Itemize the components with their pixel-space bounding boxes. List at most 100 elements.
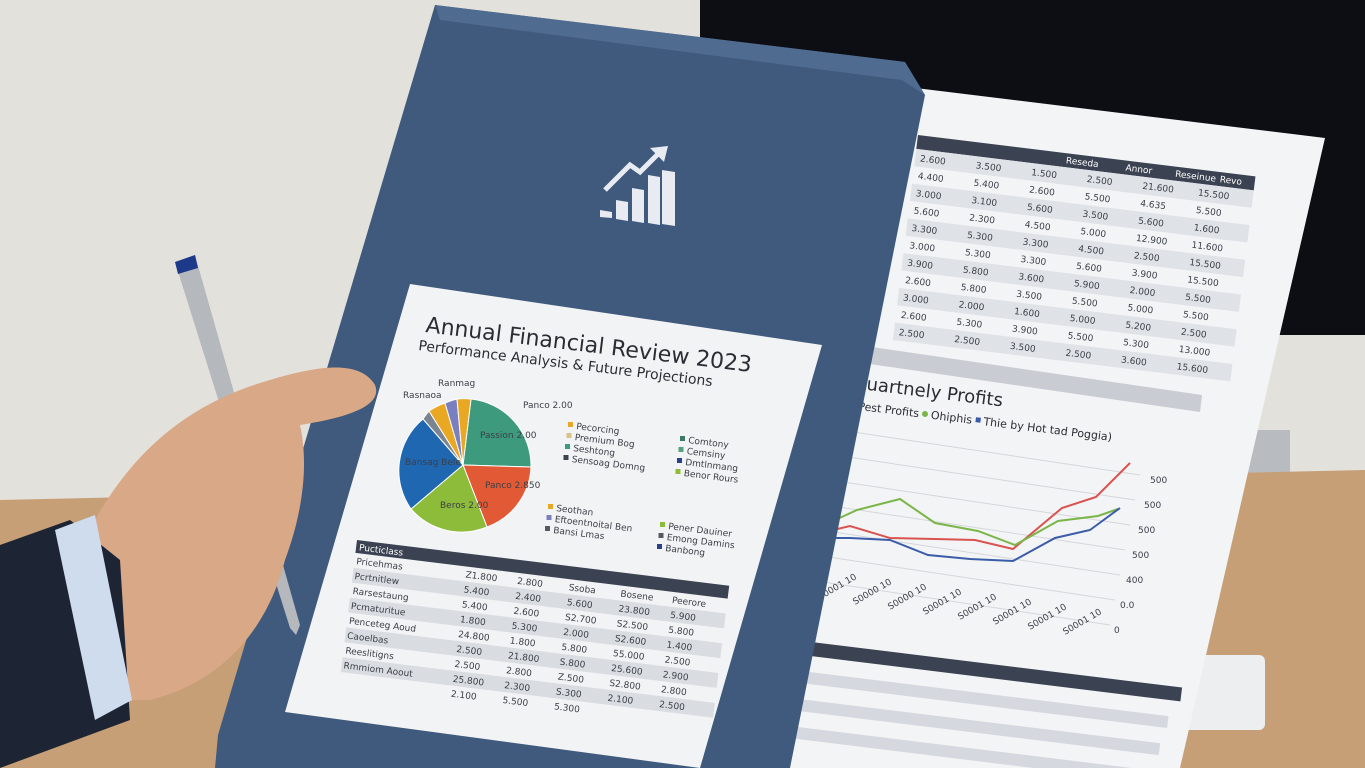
y-axis-ticks: 500 500 500 500 400 0.0 0 [1114, 476, 1167, 636]
table-cell: S.300 [555, 687, 582, 700]
legend-swatch [546, 515, 552, 520]
pie-slice-blue [398, 418, 464, 510]
header-cell: Revo [1219, 175, 1243, 188]
table-cell: 2.900 [662, 670, 689, 683]
table-cell: 3.000 [909, 241, 936, 254]
table-header-bar [793, 640, 1183, 702]
table-cell: 2.000 [563, 628, 590, 641]
table-cell: 2.800 [660, 685, 687, 698]
pie-labels: Ranmag Rasnaoa Panco 2.00 Passion 2.00 B… [403, 379, 573, 511]
table-cell: 2.000 [1129, 286, 1156, 299]
report-page [760, 80, 1325, 768]
table-cell: 5.000 [1127, 303, 1154, 316]
table-cell: 5.400 [973, 179, 1000, 192]
table-cell: 5.800 [561, 643, 588, 656]
table-cell: 5.600 [566, 598, 593, 611]
legend-marker [975, 417, 981, 423]
table-cell: 3.000 [915, 189, 942, 202]
legend-marker [922, 410, 929, 417]
table-header-bar [355, 540, 730, 599]
table-cell: 2.800 [506, 666, 533, 679]
table-row-bg [905, 218, 1246, 278]
table-cell: 2.600 [919, 154, 946, 167]
table-cell: 25.600 [611, 664, 644, 678]
table-cell: 2.500 [456, 645, 483, 658]
y-tick-label: 500 [1132, 551, 1149, 561]
table-cell: 2.300 [504, 681, 531, 694]
table-cell: 2.500 [659, 700, 686, 713]
table-cell: 12.900 [1135, 234, 1168, 248]
table-cell: 15.500 [1187, 275, 1220, 289]
table-cell: 3.000 [902, 293, 929, 306]
table-cell: 5.000 [1069, 314, 1096, 327]
hand [0, 367, 377, 768]
pie-label: Beros 2.00 [440, 501, 489, 511]
table-cell: 5.600 [1076, 262, 1103, 275]
table-row-bg [348, 597, 723, 659]
table-cell: 1.800 [459, 615, 486, 628]
table-cell: 1.600 [1193, 223, 1220, 236]
table-row-bg [892, 322, 1233, 382]
header-cell: Reseda [1065, 156, 1099, 170]
table-cell: 2.800 [516, 577, 543, 590]
table-cell: 3.500 [1082, 210, 1109, 223]
table-cell: 2.100 [450, 690, 477, 703]
pie-slice-orange [456, 398, 472, 466]
pie-label: Panco 2.850 [485, 481, 541, 491]
legend-swatch [568, 422, 573, 427]
table-cell: 3.900 [1131, 269, 1158, 282]
table-cell: 2.500 [898, 328, 925, 341]
table-cell: Z.500 [557, 673, 584, 686]
table-cell: 5.300 [964, 248, 991, 261]
table-cell: 5.600 [1026, 203, 1053, 216]
table-cell: 3.600 [1120, 355, 1147, 368]
table-cell: 3.600 [1018, 272, 1045, 285]
table-cell: Bosene [620, 590, 655, 604]
table-cell: 2.600 [900, 311, 927, 324]
table-row-bg [901, 253, 1241, 312]
legend-swatch [565, 444, 570, 449]
table-cell: 1.500 [1031, 168, 1058, 181]
table-cell: 5.500 [1071, 297, 1098, 310]
table-cell: 3.500 [1009, 342, 1036, 355]
table-cell: 24.800 [458, 630, 491, 644]
legend-swatch [678, 447, 684, 452]
table-cell: Ssoba [568, 583, 596, 596]
report-top-table: Reseda Annor Reseinue Revo 2.6003.5001.5… [892, 135, 1256, 382]
legend-swatch [677, 458, 682, 463]
table-cell: Z1.800 [465, 571, 498, 585]
pie-label: Rasnaoa [403, 391, 442, 401]
table-cell: 4.635 [1140, 199, 1167, 212]
table-header-bar [916, 135, 1256, 191]
table-cell: S2.600 [614, 634, 647, 648]
table-cell: 5.400 [463, 585, 490, 598]
header-cell: Annor [1125, 164, 1153, 177]
table-cell: S2.500 [616, 619, 649, 633]
table-cell: 4.400 [917, 172, 944, 185]
y-tick-label: 500 [1150, 476, 1167, 486]
table-cell: 2.500 [954, 335, 981, 348]
pie-chart [398, 398, 532, 533]
table-cell: 15.500 [1197, 189, 1230, 203]
legend-label: Seothan [556, 504, 594, 518]
legend-swatch [680, 436, 685, 441]
table-cell: 11.600 [1191, 241, 1224, 255]
table-cell: 2.500 [1086, 175, 1113, 188]
table-cell: 2.400 [515, 592, 542, 605]
table-cell: 5.200 [1125, 321, 1152, 334]
legend-item: Ohiphis [930, 409, 973, 427]
table-cell: 5.800 [962, 266, 989, 279]
y-tick-label: 400 [1126, 576, 1143, 586]
table-cell: S2.700 [564, 613, 597, 627]
pie-slice-green [410, 464, 488, 533]
table-cell: 1.600 [1014, 307, 1041, 320]
table-cell: 2.600 [1028, 185, 1055, 198]
y-tick-label: 0 [1114, 626, 1120, 636]
y-tick-label: 0.0 [1120, 601, 1135, 611]
table-cell: 2.000 [958, 300, 985, 313]
table-cell: 2.500 [454, 660, 481, 673]
legend-label: Cemsiny [686, 447, 726, 462]
table-cell: 3.300 [1020, 255, 1047, 268]
legend-swatch [657, 544, 662, 549]
